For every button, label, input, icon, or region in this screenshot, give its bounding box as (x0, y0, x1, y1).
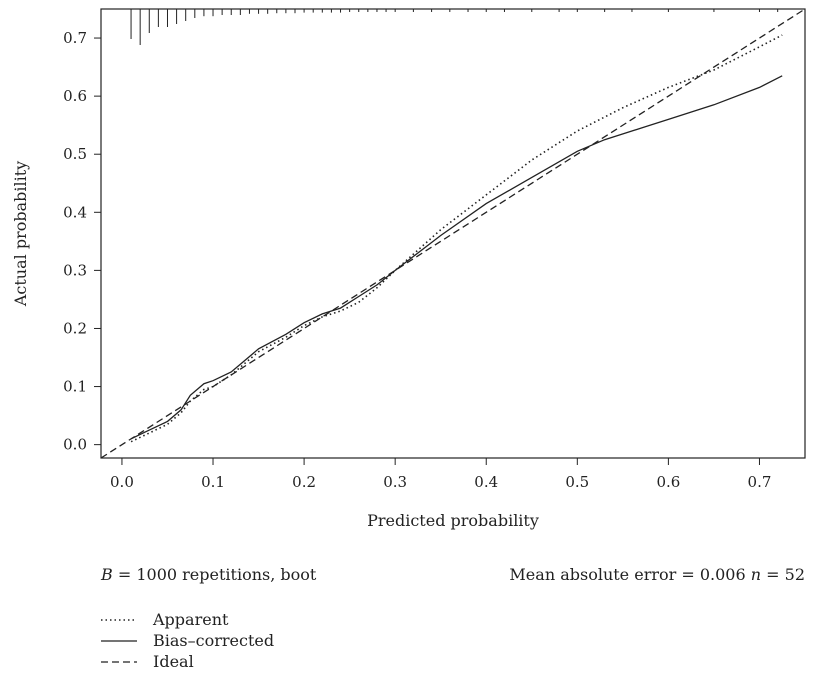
rug-layer (130, 9, 779, 45)
x-axis: 0.0 0.1 0.2 0.3 0.4 0.5 0.6 0.7 (110, 458, 771, 491)
legend-label: Bias–corrected (153, 631, 274, 650)
x-tick-label: 0.0 (110, 473, 134, 491)
x-tick-label: 0.1 (201, 473, 225, 491)
series-line-apparent (130, 34, 783, 443)
repetitions-text: = 1000 repetitions, boot (113, 565, 317, 584)
legend-label: Ideal (153, 652, 194, 671)
x-tick-label: 0.6 (656, 473, 680, 491)
y-tick-label: 0.5 (63, 145, 87, 163)
x-tick-label: 0.4 (474, 473, 498, 491)
x-tick-label: 0.7 (748, 473, 772, 491)
y-tick-label: 0.1 (63, 378, 87, 396)
y-axis-label: Actual probability (11, 161, 30, 307)
n-symbol: n (751, 565, 761, 584)
y-axis: 0.0 0.1 0.2 0.3 0.4 0.5 0.6 0.7 (63, 29, 101, 454)
error-text: Mean absolute error = 0.006 (509, 565, 750, 584)
series-line-bias-corrected (130, 75, 783, 440)
repetitions-note: B = 1000 repetitions, boot (100, 565, 317, 584)
y-tick-label: 0.6 (63, 87, 87, 105)
y-tick-label: 0.0 (63, 436, 87, 454)
y-tick-label: 0.3 (63, 261, 87, 279)
x-axis-label: Predicted probability (367, 511, 539, 530)
x-tick-label: 0.3 (383, 473, 407, 491)
series-line-ideal (101, 9, 805, 458)
series-layer (101, 9, 805, 458)
x-tick-label: 0.2 (292, 473, 316, 491)
legend-label: Apparent (152, 610, 229, 629)
repetitions-symbol: B (100, 565, 113, 584)
y-tick-label: 0.4 (63, 203, 87, 221)
error-note: Mean absolute error = 0.006 n = 52 (509, 565, 805, 584)
n-text: = 52 (761, 565, 805, 584)
plot-frame (100, 8, 806, 459)
legend: Apparent Bias–corrected Ideal (101, 610, 274, 671)
y-tick-label: 0.2 (63, 319, 87, 337)
x-tick-label: 0.5 (565, 473, 589, 491)
y-tick-label: 0.7 (63, 29, 87, 47)
